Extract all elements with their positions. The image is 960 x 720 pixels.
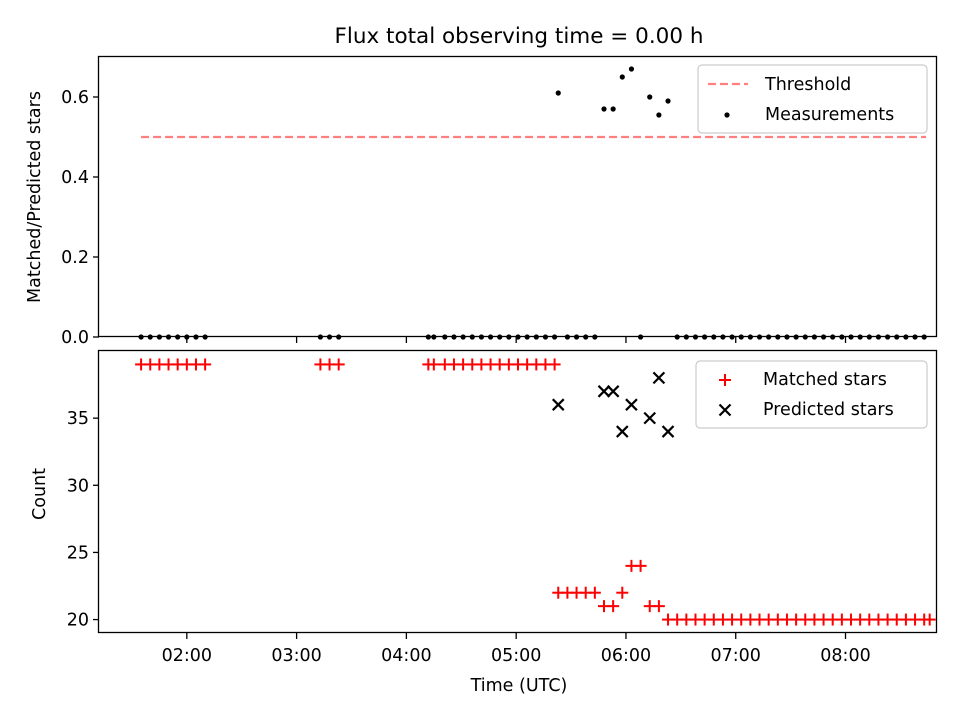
bottom-plot-area bbox=[135, 358, 936, 626]
measurement-point bbox=[601, 106, 607, 112]
matched-stars-legend-marker bbox=[719, 374, 731, 386]
threshold-legend-label: Threshold bbox=[764, 75, 851, 95]
bottom-y-tick-label: 35 bbox=[67, 409, 89, 429]
predicted-stars-legend-marker bbox=[718, 403, 732, 417]
bottom-x-tick: 03:00 bbox=[271, 633, 322, 666]
top-axes-frame bbox=[97, 55, 938, 338]
predicted-star-point bbox=[652, 371, 666, 385]
top-y-tick: 0.2 bbox=[61, 248, 99, 268]
top-y-tick: 0.0 bbox=[61, 328, 99, 348]
top-y-tick-label: 0.2 bbox=[61, 248, 89, 268]
bottom-y-tick: 25 bbox=[67, 543, 99, 563]
bottom-x-tick: 07:00 bbox=[711, 633, 761, 666]
matched-star-point bbox=[588, 586, 601, 599]
measurements-legend-swatch bbox=[724, 112, 730, 118]
bottom-y-tick-label: 20 bbox=[67, 611, 89, 631]
predicted-star-point bbox=[643, 411, 657, 425]
bottom-axes-frame bbox=[97, 349, 938, 634]
top-y-tick-label: 0.4 bbox=[61, 168, 89, 188]
bottom-x-tick: 05:00 bbox=[491, 633, 541, 666]
bottom-legend: Matched stars Predicted stars bbox=[695, 360, 928, 429]
matched-star-point bbox=[634, 559, 647, 572]
top-y-tick: 0.4 bbox=[61, 168, 99, 188]
matched-star-point bbox=[332, 358, 345, 371]
bottom-x-tick: 02:00 bbox=[162, 633, 212, 666]
predicted-star-point bbox=[661, 425, 675, 438]
measurements-legend-label: Measurements bbox=[765, 105, 894, 125]
matched-star-point bbox=[616, 586, 629, 599]
bottom-x-tick: 08:00 bbox=[820, 633, 871, 666]
measurement-point bbox=[656, 112, 662, 118]
top-y-tick-label: 0.6 bbox=[61, 88, 89, 108]
matched-star-point bbox=[548, 358, 561, 371]
bottom-x-tick-label: 06:00 bbox=[601, 646, 651, 666]
measurement-point bbox=[665, 98, 671, 104]
top-y-tick: 0.6 bbox=[61, 88, 99, 108]
bottom-x-tick-label: 08:00 bbox=[820, 646, 870, 666]
predicted-stars-legend-label: Predicted stars bbox=[763, 400, 894, 420]
measurement-point bbox=[619, 74, 625, 80]
top-y-tick-label: 0.0 bbox=[61, 328, 89, 348]
bottom-y-tick: 20 bbox=[67, 611, 99, 631]
bottom-y-tick-label: 25 bbox=[67, 543, 89, 563]
bottom-x-tick-label: 02:00 bbox=[162, 646, 212, 666]
x-axis-label: Time (UTC) bbox=[470, 676, 568, 696]
bottom-panel: Count 20 25 30 35 02:00 03:00 04:00 05:00 06:00… bbox=[30, 349, 938, 696]
matched-star-point bbox=[923, 613, 936, 626]
predicted-stars-legend-swatch bbox=[718, 403, 732, 417]
bottom-y-tick: 30 bbox=[67, 476, 99, 496]
bottom-y-ticks: 20 25 30 35 bbox=[67, 409, 99, 631]
matched-stars-legend-swatch bbox=[719, 374, 731, 386]
bottom-y-axis-label: Count bbox=[30, 468, 50, 520]
matched-star-point bbox=[652, 600, 665, 613]
bottom-x-tick: 06:00 bbox=[601, 633, 651, 666]
matched-stars-legend-label: Matched stars bbox=[763, 370, 887, 390]
bottom-x-tick-label: 03:00 bbox=[271, 646, 321, 666]
matched-star-point bbox=[607, 600, 620, 613]
top-y-axis-label: Matched/Predicted stars bbox=[25, 91, 45, 303]
top-legend: Threshold Measurements bbox=[697, 64, 928, 134]
predicted-star-point bbox=[606, 385, 620, 398]
measurement-point bbox=[610, 106, 616, 112]
predicted-star-point bbox=[597, 385, 611, 398]
measurement-point bbox=[555, 90, 561, 96]
measurement-point bbox=[647, 94, 653, 100]
matched-star-point bbox=[199, 358, 212, 371]
top-panel: Matched/Predicted stars 0.0 0.2 0.4 0.6 Thr… bbox=[25, 55, 938, 348]
bottom-y-tick-label: 30 bbox=[67, 476, 89, 496]
predicted-star-point bbox=[616, 425, 629, 438]
chart-title: Flux total observing time = 0.00 h bbox=[335, 24, 704, 49]
top-y-ticks: 0.0 0.2 0.4 0.6 bbox=[61, 88, 99, 348]
bottom-y-tick: 35 bbox=[67, 409, 99, 429]
predicted-star-point bbox=[625, 398, 638, 411]
measurement-point bbox=[628, 66, 635, 72]
matched-star-point bbox=[427, 358, 440, 371]
bottom-legend-box bbox=[695, 360, 928, 429]
top-legend-box bbox=[697, 64, 928, 134]
bottom-x-ticks: 02:00 03:00 04:00 05:00 06:00 07:00 08:00 bbox=[162, 633, 871, 666]
bottom-x-tick-label: 04:00 bbox=[381, 646, 431, 666]
bottom-x-tick: 04:00 bbox=[381, 633, 432, 666]
bottom-x-tick-label: 07:00 bbox=[711, 646, 761, 666]
predicted-star-point bbox=[551, 398, 565, 411]
bottom-x-tick-label: 05:00 bbox=[491, 646, 541, 666]
